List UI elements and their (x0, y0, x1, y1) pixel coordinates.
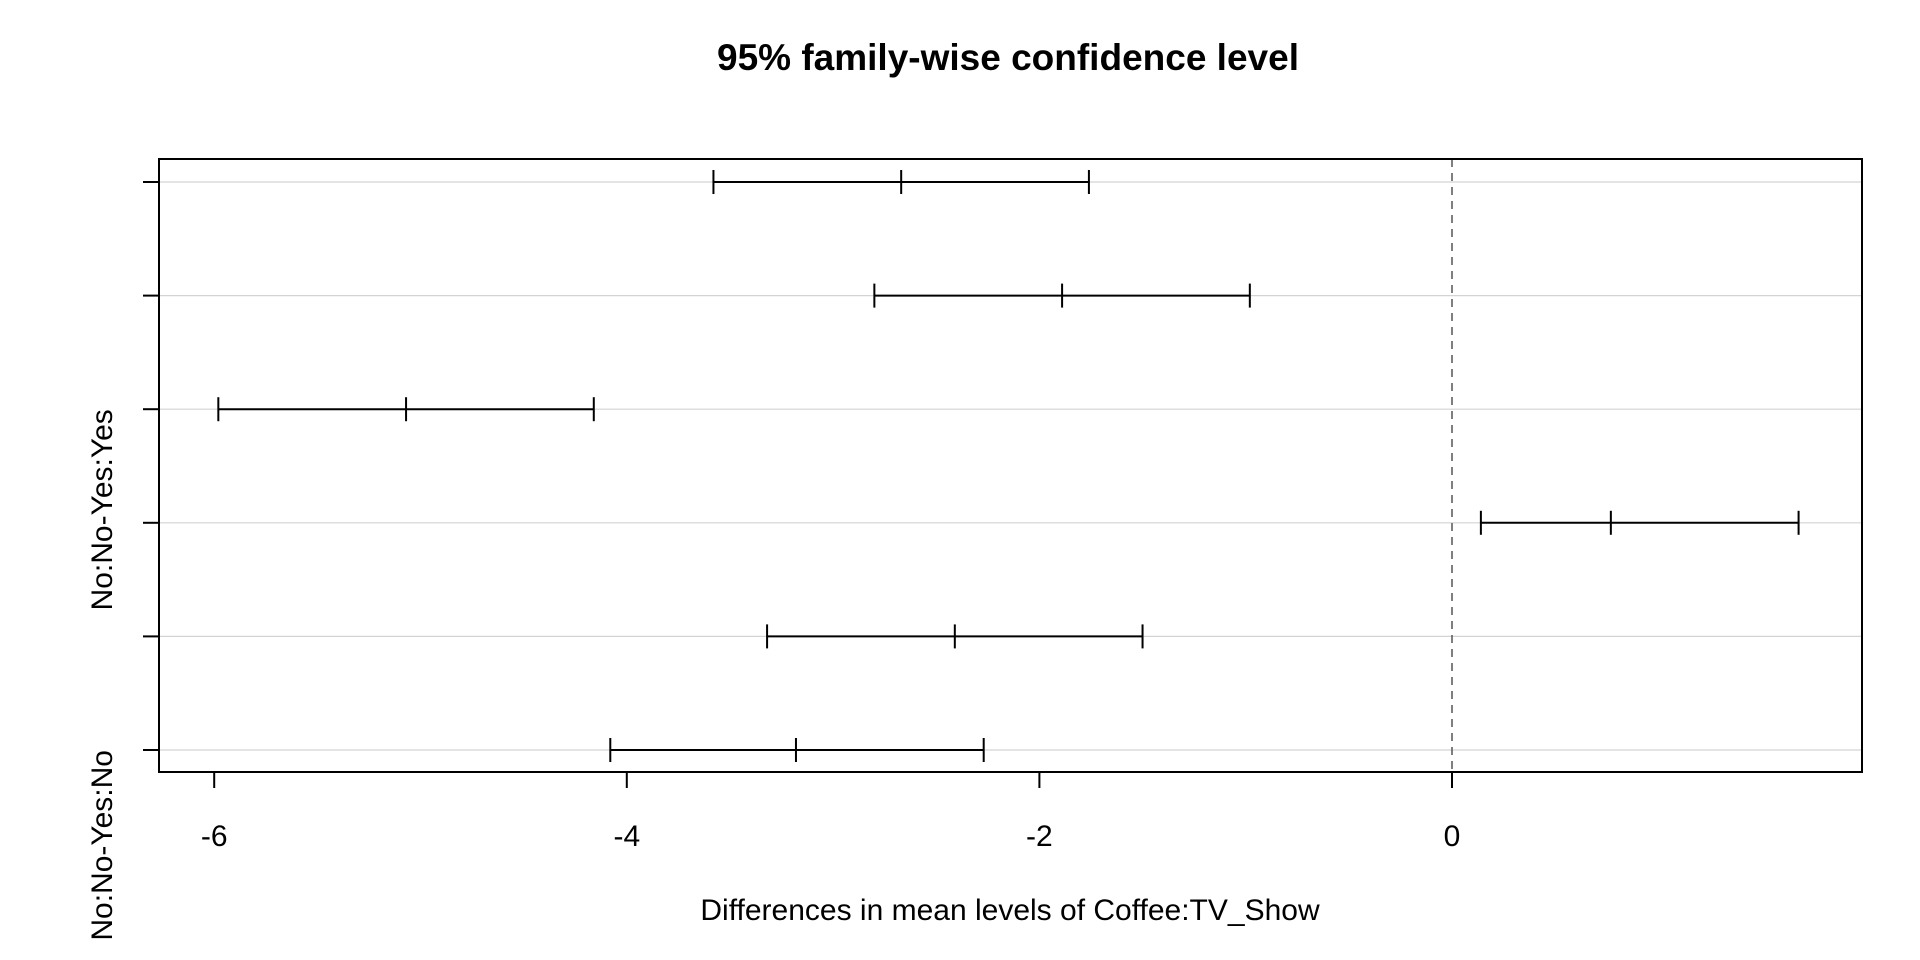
x-axis-label: Differences in mean levels of Coffee:TV_… (700, 894, 1320, 927)
interval (217, 397, 595, 422)
x-tick-label: 0 (1444, 820, 1461, 853)
x-tick-label: -2 (1026, 820, 1053, 853)
x-tick-label: -6 (201, 820, 228, 853)
x-axis: -6 -4 -2 0 (201, 772, 1460, 853)
y-tick-label: No:No-Yes:Yes (86, 409, 119, 610)
x-tick-label: -4 (613, 820, 640, 853)
chart-title: 95% family-wise confidence level (717, 37, 1299, 78)
y-axis: No:No-Yes:No No:No-Yes:Yes (86, 181, 159, 941)
y-tick-label: No:No-Yes:No (86, 750, 119, 941)
interval (766, 624, 1144, 649)
interval (873, 283, 1251, 308)
interval (609, 738, 985, 762)
confidence-intervals (217, 170, 1800, 762)
grid-lines (159, 181, 1862, 751)
interval (712, 170, 1090, 194)
interval (1479, 510, 1800, 535)
plot-frame (158, 158, 1863, 773)
